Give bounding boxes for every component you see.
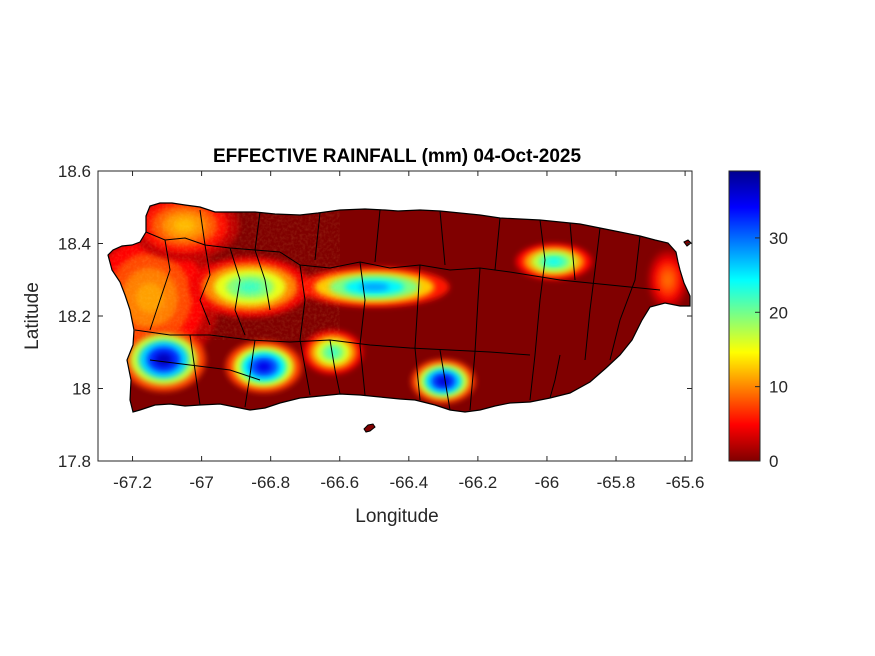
colorbar-ticks: 0 10 20 30 xyxy=(755,229,788,471)
y-tick-label: 17.8 xyxy=(58,452,91,471)
caja-de-muertos-island xyxy=(363,423,376,433)
rainfall-field xyxy=(107,202,692,433)
y-tick-label: 18 xyxy=(72,380,91,399)
rain-contour xyxy=(546,258,562,266)
municipality-boundary xyxy=(529,219,546,401)
x-tick-label: -65.6 xyxy=(666,473,705,492)
rain-contour xyxy=(359,283,390,291)
municipality-boundaries xyxy=(134,209,661,411)
y-tick-label: 18.6 xyxy=(58,162,91,181)
chart-title: EFFECTIVE RAINFALL (mm) 04-Oct-2025 xyxy=(213,146,582,167)
municipality-boundary xyxy=(149,239,171,331)
municipality-boundary xyxy=(469,267,481,411)
colorbar-tick-label: 30 xyxy=(769,229,788,248)
x-tick-label: -67 xyxy=(189,473,214,492)
municipality-boundary xyxy=(199,209,206,246)
x-tick-label: -66.6 xyxy=(320,473,359,492)
rain-speckle xyxy=(110,203,340,340)
municipality-boundary xyxy=(149,359,261,381)
municipality-boundary xyxy=(494,217,501,271)
municipality-boundary xyxy=(414,264,421,401)
municipality-boundary xyxy=(584,227,601,361)
municipality-boundary xyxy=(314,212,321,261)
municipality-boundary xyxy=(254,211,261,251)
colorbar xyxy=(728,170,761,462)
rain-contour xyxy=(326,347,339,357)
colorbar-tick-label: 10 xyxy=(769,378,788,397)
y-tick-label: 18.2 xyxy=(58,307,91,326)
x-tick-label: -66.8 xyxy=(251,473,290,492)
municipality-boundary xyxy=(254,249,271,311)
municipality-boundary xyxy=(199,244,211,326)
rain-contour xyxy=(155,353,173,366)
x-tick-label: -65.8 xyxy=(597,473,636,492)
municipality-boundary xyxy=(229,247,246,336)
rain-contour xyxy=(436,376,450,386)
municipality-boundary xyxy=(549,354,561,399)
x-tick-label: -67.2 xyxy=(113,473,152,492)
x-tick-label: -66 xyxy=(535,473,560,492)
rain-contour xyxy=(256,361,272,372)
municipality-boundary xyxy=(244,339,256,408)
municipality-boundary xyxy=(609,235,641,361)
x-tick-label: -66.2 xyxy=(459,473,498,492)
municipality-boundary xyxy=(569,222,576,281)
municipality-boundary xyxy=(279,251,511,273)
municipality-boundary xyxy=(509,271,661,291)
colorbar-tick-label: 0 xyxy=(769,452,778,471)
colorbar-tick-label: 20 xyxy=(769,303,788,322)
rain-contour xyxy=(663,273,672,286)
municipality-boundary xyxy=(374,209,381,263)
municipality-boundary xyxy=(189,334,201,406)
x-tick-label: -66.4 xyxy=(389,473,428,492)
municipality-boundary xyxy=(299,264,311,396)
y-tick-label: 18.4 xyxy=(58,235,91,254)
island-outline xyxy=(107,202,691,413)
municipality-boundary xyxy=(329,339,341,395)
y-axis-label: Latitude xyxy=(22,282,43,350)
municipality-boundary xyxy=(359,261,366,396)
x-axis: -67.2 -67 -66.8 -66.6 -66.4 -66.2 -66 -65.8 -65.… xyxy=(113,171,704,492)
y-axis: 17.8 18 18.2 18.4 18.6 xyxy=(58,162,692,471)
municipality-boundary xyxy=(439,349,451,411)
municipality-boundary xyxy=(439,210,446,266)
x-axis-label: Longitude xyxy=(355,506,438,527)
